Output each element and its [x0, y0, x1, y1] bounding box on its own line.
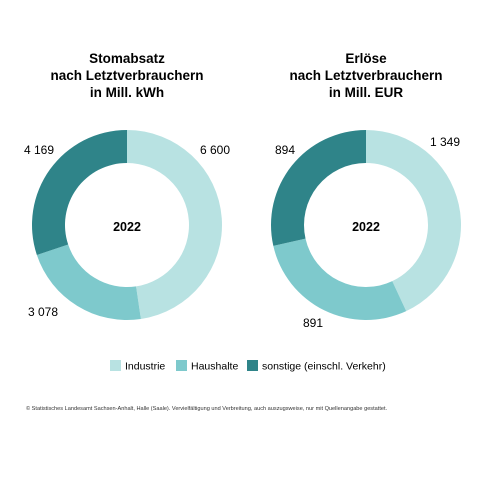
- legend-label-sonstige: sonstige (einschl. Verkehr): [262, 361, 386, 373]
- chart-2-slice-industrie: [366, 130, 462, 312]
- legend: Industrie Haushalte sonstige (einschl. V…: [110, 360, 386, 373]
- chart-2-value-label-industrie: 1 349: [430, 135, 460, 149]
- chart-1-value-label-haushalte: 3 078: [28, 305, 58, 319]
- chart-1-title-line-1: Stomabsatz: [89, 51, 165, 66]
- chart-2-value-label-sonstige: 894: [275, 143, 295, 157]
- chart-2-slice-haushalte: [273, 238, 407, 321]
- chart-2-title: Erlöse nach Letztverbrauchern in Mill. E…: [289, 51, 442, 100]
- chart-1-slice-industrie: [127, 130, 222, 319]
- chart-1-donut: [32, 130, 222, 321]
- legend-swatch-industrie: [110, 360, 121, 371]
- chart-2-title-line-2: nach Letztverbrauchern: [289, 68, 442, 83]
- legend-label-haushalte: Haushalte: [191, 361, 238, 373]
- chart-2-value-label-haushalte: 891: [303, 316, 323, 330]
- chart-1-value-label-industrie: 6 600: [200, 143, 230, 157]
- legend-swatch-sonstige: [247, 360, 258, 371]
- chart-2-slice-sonstige: [271, 130, 366, 246]
- chart-2-center-label: 2022: [352, 220, 380, 234]
- chart-1-center-label: 2022: [113, 220, 141, 234]
- legend-swatch-haushalte: [176, 360, 187, 371]
- chart-2-donut: [271, 130, 462, 321]
- chart-1-title-line-3: in Mill. kWh: [90, 85, 164, 100]
- chart-1-slice-sonstige: [32, 130, 128, 255]
- chart-2-title-line-3: in Mill. EUR: [329, 85, 404, 100]
- chart-1-title: Stomabsatz nach Letztverbrauchern in Mil…: [50, 51, 203, 100]
- legend-label-industrie: Industrie: [125, 361, 165, 373]
- chart-1-slice-haushalte: [36, 244, 141, 321]
- chart-1-value-label-sonstige: 4 169: [24, 143, 54, 157]
- chart-2-title-line-1: Erlöse: [345, 51, 387, 66]
- copyright-footer: © Statistisches Landesamt Sachsen-Anhalt…: [26, 406, 388, 412]
- chart-1-title-line-2: nach Letztverbrauchern: [50, 68, 203, 83]
